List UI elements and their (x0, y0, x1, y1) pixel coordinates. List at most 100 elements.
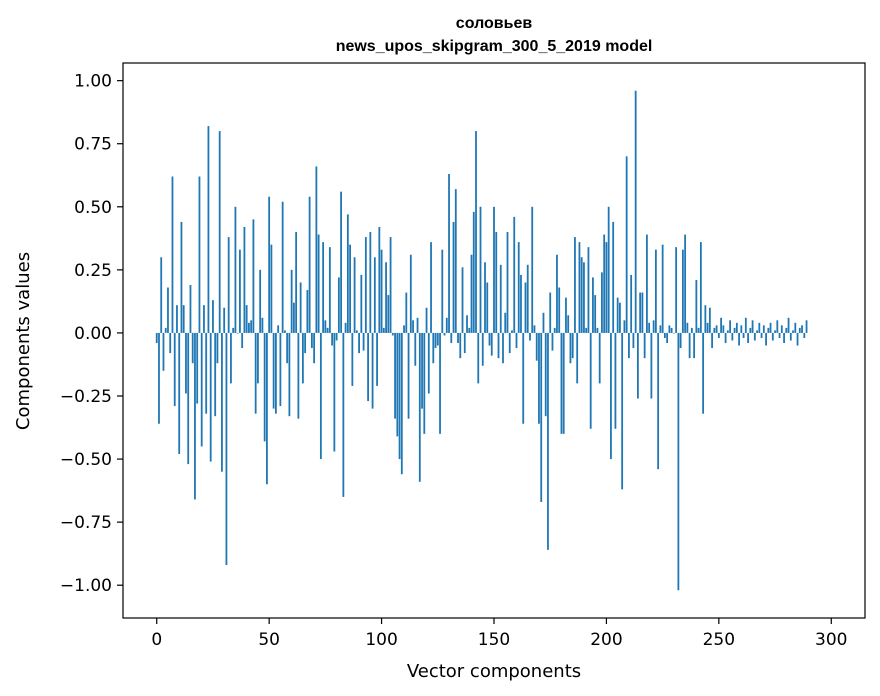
bar-166 (529, 332, 531, 341)
y-axis-label: Components values (13, 252, 34, 430)
bar-247 (711, 332, 713, 349)
bar-261 (742, 332, 745, 338)
bar-205 (616, 297, 619, 333)
bar-197 (598, 332, 601, 384)
bar-220 (650, 332, 653, 399)
bar-130 (448, 174, 450, 333)
bar-230 (672, 332, 675, 334)
bar-26 (214, 332, 217, 417)
bar-231 (675, 247, 678, 333)
bar-188 (578, 242, 581, 333)
bar-229 (670, 327, 673, 333)
bar-245 (706, 322, 709, 333)
bar-174 (547, 332, 549, 550)
bar-94 (367, 332, 369, 402)
bar-289 (805, 320, 808, 333)
bar-62 (295, 232, 298, 333)
bar-119 (423, 332, 426, 434)
bar-216 (641, 292, 644, 333)
bar-17 (194, 332, 196, 500)
bar-23 (207, 126, 210, 333)
bar-260 (740, 325, 743, 333)
bar-147 (486, 282, 489, 333)
bar-218 (646, 234, 648, 333)
bar-100 (380, 249, 383, 333)
bar-162 (520, 274, 522, 333)
bar-270 (762, 325, 765, 333)
bar-168 (533, 325, 536, 333)
bar-169 (535, 332, 538, 361)
x-tick-label-200: 200 (590, 630, 622, 650)
bar-126 (439, 332, 441, 434)
bar-213 (634, 90, 637, 333)
bar-133 (454, 189, 457, 333)
bar-223 (657, 332, 660, 470)
bar-47 (261, 317, 264, 333)
bar-198 (601, 272, 603, 333)
bar-282 (789, 332, 792, 341)
bar-278 (780, 325, 783, 333)
bar-244 (704, 305, 707, 333)
bar-275 (774, 330, 776, 333)
bar-165 (526, 264, 529, 333)
bar-154 (502, 332, 504, 364)
bar-271 (765, 332, 767, 346)
bar-253 (724, 332, 727, 344)
bar-24 (209, 332, 212, 462)
bar-135 (459, 332, 462, 359)
bar-148 (488, 332, 491, 346)
bar-67 (306, 290, 309, 333)
bar-81 (337, 277, 340, 333)
bar-48 (263, 332, 266, 442)
bar-176 (551, 332, 554, 351)
bar-258 (735, 322, 738, 333)
bar-38 (241, 332, 244, 349)
bar-240 (695, 279, 698, 333)
plot-frame (122, 62, 866, 619)
x-tick-label-100: 100 (365, 630, 397, 650)
y-tick-label-6: −0.50 (60, 450, 112, 470)
bar-241 (697, 327, 700, 333)
bar-152 (497, 332, 500, 359)
bar-236 (686, 322, 689, 333)
bar-192 (587, 247, 590, 333)
bar-16 (191, 332, 194, 364)
bar-6 (169, 332, 172, 354)
bar-268 (758, 322, 761, 333)
bar-1 (158, 332, 160, 424)
bar-288 (803, 332, 806, 338)
bar-131 (450, 332, 453, 344)
bar-137 (463, 332, 466, 354)
bar-206 (619, 302, 621, 333)
bar-224 (659, 325, 662, 333)
bar-269 (760, 332, 763, 338)
bar-179 (558, 287, 561, 333)
bar-65 (301, 332, 304, 384)
bar-122 (430, 242, 432, 333)
bar-250 (717, 332, 720, 338)
x-tick-label-250: 250 (703, 630, 735, 650)
bar-57 (283, 330, 286, 333)
bar-145 (481, 332, 484, 366)
bar-175 (549, 292, 552, 333)
bar-112 (407, 332, 410, 419)
y-tick-label-2: 0.50 (74, 198, 112, 218)
bar-66 (304, 332, 307, 354)
x-tick-label-150: 150 (478, 630, 510, 650)
bar-118 (421, 332, 423, 409)
bar-105 (391, 332, 394, 336)
bar-97 (373, 257, 376, 333)
bar-158 (511, 330, 513, 333)
bar-123 (432, 332, 435, 364)
bar-43 (252, 219, 255, 333)
y-axis-ticks: 1.00 0.75 0.50 0.25 0.00 −0.25 −0.50 −0.75 −1.00 (60, 72, 123, 596)
bar-46 (259, 269, 262, 333)
bar-128 (443, 332, 446, 336)
bar-84 (344, 322, 347, 333)
bar-127 (441, 249, 444, 333)
bar-37 (239, 249, 241, 333)
bar-83 (342, 332, 345, 497)
x-axis-ticks: 0 50 100 150 200 250 300 (151, 618, 847, 650)
x-tick-label-0: 0 (151, 630, 162, 650)
